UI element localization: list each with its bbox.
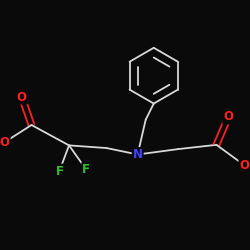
Text: O: O [223, 110, 233, 124]
Text: F: F [56, 164, 64, 177]
Text: O: O [239, 159, 249, 172]
Text: N: N [133, 148, 143, 161]
Text: F: F [82, 163, 90, 176]
Text: O: O [0, 136, 10, 149]
Text: O: O [17, 90, 27, 104]
